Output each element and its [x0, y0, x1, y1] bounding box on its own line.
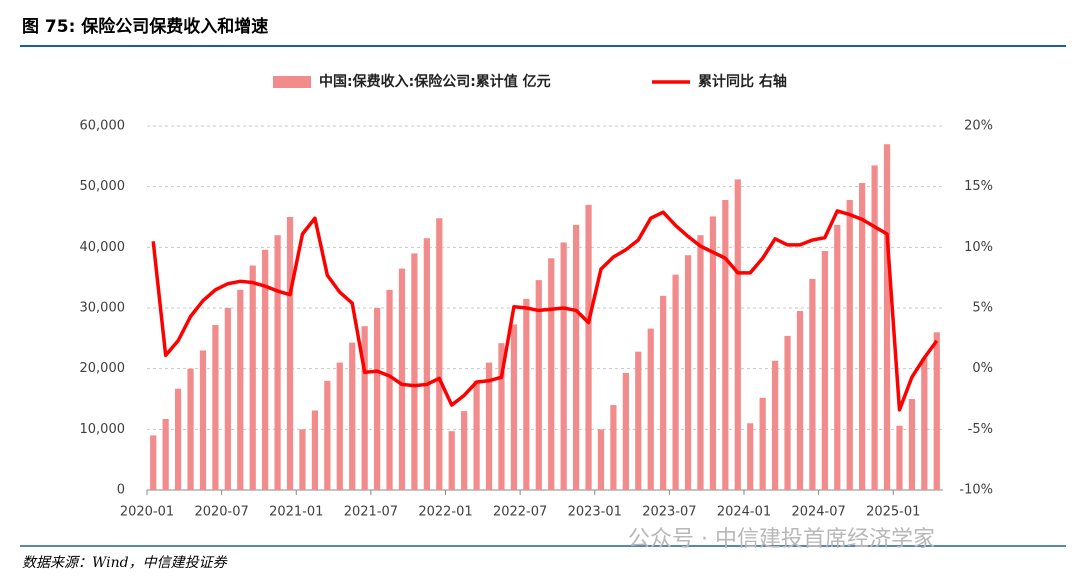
- bar: [834, 224, 841, 491]
- line: [151, 209, 939, 412]
- y2-tick-label: 0%: [972, 361, 993, 376]
- x-tick-label: 2023-01: [568, 505, 622, 520]
- bar: [921, 358, 928, 490]
- y-tick-label: 40,000: [80, 240, 126, 255]
- bar: [796, 311, 804, 490]
- bar: [498, 343, 505, 490]
- legend-label: 累计同比 右轴: [698, 73, 787, 90]
- bar: [821, 250, 828, 490]
- x-tick-label: 2022-07: [493, 505, 547, 520]
- bar: [846, 200, 853, 490]
- bar: [635, 351, 642, 490]
- bar: [771, 360, 779, 490]
- bar: [461, 411, 468, 490]
- bar: [859, 183, 866, 490]
- bar: [523, 298, 530, 490]
- bar: [597, 429, 605, 490]
- y2-tick-label: -10%: [959, 483, 993, 498]
- bar: [684, 255, 692, 490]
- bar: [809, 278, 816, 490]
- chart-title: 图 75: 保险公司保费收入和增速: [22, 16, 268, 37]
- bar: [585, 204, 592, 490]
- bar: [660, 295, 667, 490]
- bar: [722, 200, 729, 490]
- bar: [896, 425, 903, 490]
- y-tick-label: 20,000: [80, 361, 126, 376]
- bar: [324, 380, 331, 490]
- x-tick-label: 2023-07: [642, 505, 696, 520]
- bar: [548, 258, 555, 490]
- bar: [747, 423, 754, 490]
- bar: [349, 342, 356, 490]
- x-tick-label: 2020-01: [120, 505, 174, 520]
- bar: [572, 224, 580, 491]
- bar: [883, 144, 891, 490]
- bar: [299, 429, 306, 490]
- bar: [311, 410, 319, 490]
- bar: [871, 165, 878, 490]
- y2-tick-label: 15%: [964, 179, 993, 194]
- bar: [734, 179, 741, 491]
- bar: [286, 217, 294, 490]
- y-tick-label: 30,000: [80, 301, 126, 316]
- bar: [224, 308, 231, 490]
- bar: [199, 350, 207, 490]
- bar: [448, 431, 455, 490]
- y2-tick-label: 10%: [964, 240, 993, 255]
- bar: [411, 253, 418, 490]
- bar: [622, 372, 629, 490]
- y2-tick-label: 20%: [964, 119, 993, 134]
- bar: [908, 399, 916, 490]
- bar: [174, 388, 182, 490]
- x-tick-label: 2024-01: [717, 505, 771, 520]
- source: 数据来源：Wind，中信建投证券: [22, 555, 228, 571]
- bar: [386, 289, 393, 490]
- bar: [535, 280, 542, 490]
- bar: [510, 324, 518, 490]
- watermark: 公众号 · 中信建投首席经济学家: [628, 527, 935, 552]
- x-tick-label: 2025-01: [866, 505, 920, 520]
- bar: [373, 308, 381, 490]
- y2-tick-label: -5%: [968, 422, 993, 437]
- bar: [709, 216, 717, 491]
- bar: [398, 268, 406, 490]
- bar: [423, 238, 430, 490]
- bar: [361, 326, 368, 490]
- bar: [784, 335, 791, 490]
- x-tick-label: 2020-07: [194, 505, 248, 520]
- x-tick-label: 2021-07: [344, 505, 398, 520]
- bar: [150, 435, 157, 490]
- bar: [262, 249, 269, 490]
- bar: [610, 405, 617, 490]
- y-tick-label: 50,000: [80, 179, 126, 194]
- y2-tick-label: 5%: [972, 301, 993, 316]
- bar: [672, 274, 679, 490]
- bar: [933, 332, 940, 490]
- bar: [336, 362, 343, 490]
- bar: [436, 218, 443, 491]
- bar: [249, 265, 256, 490]
- bar: [237, 289, 244, 490]
- bar: [697, 235, 704, 490]
- x-tick-label: 2024-07: [791, 505, 845, 520]
- bar: [759, 397, 766, 490]
- bar: [274, 235, 281, 490]
- bar: [162, 419, 169, 490]
- bar: [560, 242, 567, 490]
- bar: [647, 328, 654, 490]
- y-tick-label: 0: [117, 483, 125, 498]
- bar: [212, 324, 219, 490]
- legend-label: 中国:保费收入:保险公司:累计值 亿元: [319, 73, 551, 90]
- bar: [473, 380, 480, 490]
- y-tick-label: 60,000: [80, 119, 126, 134]
- y-tick-label: 10,000: [80, 422, 126, 437]
- legend-swatch: [273, 76, 311, 88]
- bar: [485, 362, 493, 490]
- x-tick-label: 2022-01: [418, 505, 472, 520]
- bar: [187, 368, 194, 490]
- x-tick-label: 2021-01: [269, 505, 323, 520]
